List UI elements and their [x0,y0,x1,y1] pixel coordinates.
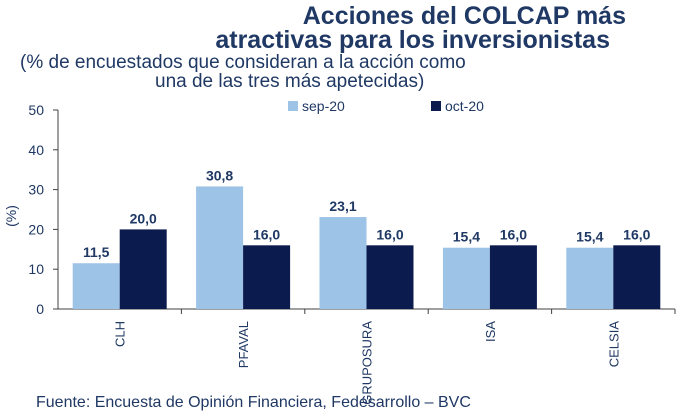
bar-pfaval-oct-20 [243,245,291,309]
x-category-label: ISA [483,321,498,342]
x-category-label: CLH [113,321,128,347]
data-label: 15,4 [453,229,480,245]
bar-clh-sep-20 [72,263,120,309]
y-axis-title: (%) [3,205,19,227]
data-label: 16,0 [500,226,527,242]
x-category-label: CELSIA [606,321,621,368]
y-tick-label: 40 [28,142,44,158]
bar-pfaval-sep-20 [196,186,244,309]
y-tick-label: 20 [28,221,44,237]
bar-clh-oct-20 [119,229,167,309]
y-tick-label: 30 [28,182,44,198]
data-label: 16,0 [253,226,280,242]
chart-subtitle-line-2: una de las tres más apetecidas) [155,71,425,92]
legend-swatch-sep-20 [288,101,298,111]
data-label: 16,0 [623,226,650,242]
bar-gruposura-oct-20 [366,245,414,309]
chart-subtitle-line-1: (% de encuestados que consideran a la ac… [20,52,466,73]
bar-celsia-oct-20 [613,245,661,309]
chart-title-line-1: Acciones del COLCAP más [302,2,626,30]
legend-label-sep-20: sep-20 [302,98,345,114]
data-label: 15,4 [576,229,603,245]
y-tick-label: 0 [36,301,44,317]
bar-isa-sep-20 [442,247,490,309]
data-label: 30,8 [206,167,233,183]
legend-swatch-oct-20 [431,101,441,111]
y-tick-label: 10 [28,261,44,277]
bar-celsia-sep-20 [566,247,614,309]
bar-isa-oct-20 [489,245,537,309]
data-label: 23,1 [329,198,356,214]
bar-gruposura-sep-20 [319,217,367,309]
chart-title-line-2: atractivas para los inversionistas [215,26,610,54]
y-tick-label: 50 [28,102,44,118]
data-label: 16,0 [376,226,403,242]
source-note: Fuente: Encuesta de Opinión Financiera, … [36,394,471,411]
x-category-label: GRUPOSURA [360,321,375,405]
data-label: 20,0 [130,210,157,226]
legend-label-oct-20: oct-20 [445,98,484,114]
data-label: 11,5 [83,244,110,260]
x-category-label: PFAVAL [236,321,251,368]
